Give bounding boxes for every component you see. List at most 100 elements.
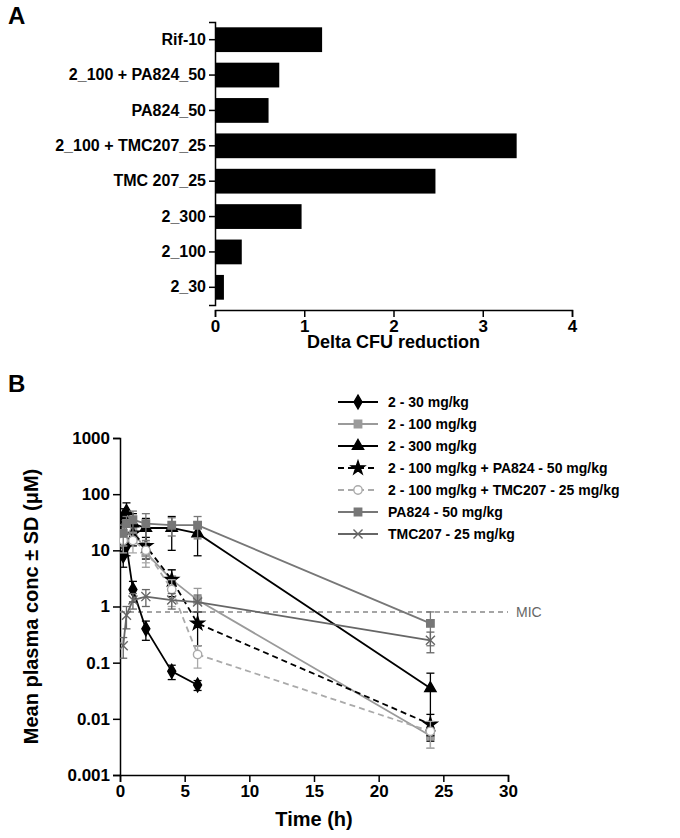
bar: [215, 133, 517, 158]
tick-label: 20: [370, 782, 389, 801]
error-cap: [129, 552, 137, 553]
legend-label: PA824 - 50 mg/kg: [388, 504, 503, 520]
tick-label: 0.1: [86, 654, 110, 673]
error-bar: [194, 517, 202, 539]
tick-label: 25: [434, 782, 453, 801]
legend-marker: [351, 461, 364, 474]
marker: [141, 592, 150, 601]
error-cap: [120, 552, 127, 553]
tick: Rif-10: [162, 31, 215, 48]
tick-label: 1: [101, 597, 110, 616]
error-cap: [142, 562, 150, 563]
tick: 15: [305, 775, 324, 801]
marker: [142, 546, 150, 554]
tick-mark: [209, 287, 215, 289]
error-bar: [122, 607, 130, 629]
legend-marker: [354, 508, 361, 515]
tick-mark: [113, 719, 120, 721]
marker: [120, 530, 127, 537]
error-cap: [129, 533, 137, 534]
error-stem: [123, 638, 124, 659]
error-cap: [194, 516, 202, 517]
tick-label: 2_300: [162, 208, 207, 225]
error-cap: [194, 667, 202, 668]
bar: [215, 204, 302, 229]
error-bar: [129, 511, 137, 533]
tick-mark: [113, 438, 120, 440]
legend-marker: [353, 529, 362, 538]
x-axis-title: Time (h): [275, 808, 352, 830]
legend-entry: 2 - 100 mg/kg: [338, 416, 477, 432]
error-bar: [129, 532, 137, 553]
x-axis: 0 5 10 15 20 25 30: [116, 775, 518, 801]
error-cap: [168, 593, 176, 594]
marker: [426, 727, 434, 735]
tick: 0.01: [77, 710, 120, 729]
panel-b: B0510152025300.0010.010.11101001000Time …: [8, 370, 619, 830]
y-axis: 0.0010.010.11101001000: [67, 429, 120, 785]
marker: [120, 641, 128, 650]
legend-entry: PA824 - 50 mg/kg: [338, 504, 503, 520]
tick-mark: [113, 662, 120, 664]
series: [120, 539, 202, 692]
error-cap: [168, 569, 176, 570]
tick: 5: [180, 775, 189, 801]
tick: 2_300: [162, 208, 216, 225]
legend-label: 2 - 30 mg/kg: [388, 394, 469, 410]
error-cap: [194, 611, 202, 612]
error-cap: [426, 652, 434, 653]
error-cap: [194, 538, 202, 539]
legend-label: 2 - 300 mg/kg: [388, 438, 477, 454]
tick-mark: [304, 310, 306, 317]
line: [123, 524, 430, 725]
y-axis-title: Mean plasma conc ± SD (μM): [20, 469, 42, 745]
marker: [121, 505, 132, 515]
tick-mark: [209, 216, 215, 218]
tick-mark: [184, 775, 186, 782]
marker: [142, 622, 150, 636]
tick: 0: [116, 775, 125, 801]
marker: [167, 596, 176, 605]
axis-line: [113, 439, 121, 776]
legend-entry: 2 - 30 mg/kg: [338, 394, 469, 410]
tick-mark: [215, 310, 217, 317]
legend-entry: 2 - 100 mg/kg + TMC207 - 25 mg/kg: [338, 482, 619, 498]
error-cap: [194, 611, 202, 612]
marker: [193, 598, 202, 607]
error-cap: [120, 658, 127, 659]
axis-line: [121, 776, 509, 783]
tick: 2_30: [170, 278, 215, 295]
marker: [425, 682, 436, 692]
tick-label: PA824_50: [132, 102, 207, 119]
tick: TMC 207_25: [114, 172, 216, 189]
tick: 10: [91, 541, 120, 560]
tick-label: 10: [91, 541, 110, 560]
error-cap: [426, 714, 434, 715]
error-cap: [194, 645, 202, 646]
tick-mark: [113, 606, 120, 608]
error-cap: [122, 628, 130, 629]
tick-label: 10: [240, 782, 259, 801]
error-cap: [129, 593, 137, 594]
tick-mark: [209, 74, 215, 76]
error-bar: [142, 590, 150, 607]
tick: 25: [434, 775, 453, 801]
bar: [215, 275, 224, 300]
tick: 1: [101, 597, 120, 616]
legend-label: 2 - 100 mg/kg: [388, 416, 477, 432]
annotation: MIC: [516, 604, 542, 620]
error-cap: [142, 606, 150, 607]
tick-mark: [209, 39, 215, 41]
tick-label: 4: [568, 317, 578, 336]
panel-label: A: [8, 2, 25, 29]
tick-label: 15: [305, 782, 324, 801]
tick-mark: [113, 494, 120, 496]
bar: [215, 169, 435, 194]
tick-mark: [249, 775, 251, 782]
line: [123, 520, 430, 624]
tick-mark: [378, 775, 380, 782]
error-bar: [142, 621, 150, 640]
tick-label: 30: [499, 782, 518, 801]
series: [120, 517, 434, 749]
marker: [427, 620, 434, 627]
